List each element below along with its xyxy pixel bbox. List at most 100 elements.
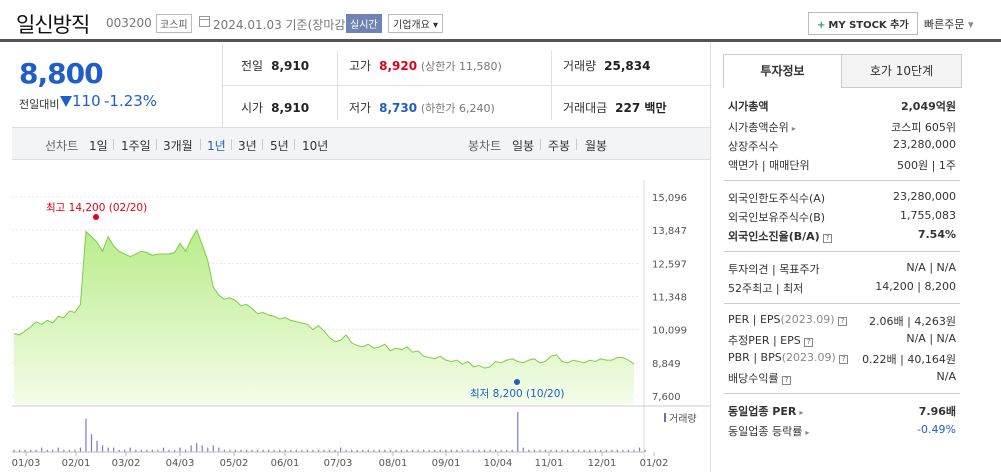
- help-icon[interactable]: ?: [804, 338, 814, 347]
- x-tick-label: 09/01: [432, 458, 461, 469]
- par-row: 액면가 | 매매단위 500원 | 1주: [728, 159, 956, 172]
- volume-bar: [52, 449, 54, 452]
- help-icon[interactable]: ?: [839, 355, 849, 364]
- help-icon[interactable]: ?: [838, 317, 848, 326]
- volume-bar: [351, 449, 353, 452]
- volume-legend-swatch: [664, 413, 666, 422]
- candle-daily[interactable]: 일봉: [512, 139, 535, 153]
- volume-bar: [140, 449, 142, 452]
- period-3m[interactable]: 3개월: [163, 139, 193, 153]
- period-10y[interactable]: 10년: [302, 139, 329, 153]
- divider: [294, 139, 295, 150]
- volume-bar: [24, 449, 26, 452]
- volume-bar: [605, 449, 607, 452]
- realtime-button[interactable]: 실시간: [346, 14, 382, 33]
- target-value: N/A: [936, 261, 956, 274]
- chevron-right-icon[interactable]: ▸: [805, 428, 810, 437]
- volume-legend-label: 거래량: [669, 413, 697, 425]
- current-price: 8,800: [19, 57, 104, 90]
- volume-bar: [57, 447, 59, 452]
- industry-rate-label: 동일업종 등락률: [728, 425, 803, 438]
- volume-bar: [378, 449, 380, 452]
- company-overview-dropdown[interactable]: 기업개요 ▾: [388, 14, 444, 33]
- chevron-right-icon[interactable]: ▸: [799, 408, 804, 417]
- volume-bar: [146, 449, 148, 452]
- price-chart[interactable]: 최고 14,200 (02/20) 최저 8,200 (10/20) 15,096…: [12, 160, 710, 472]
- stock-name: 일신방직: [16, 13, 90, 37]
- foreign-ratio-value: 7.54%: [917, 228, 956, 241]
- chevron-right-icon[interactable]: ▸: [791, 124, 796, 133]
- help-icon[interactable]: ?: [782, 376, 792, 385]
- tab-orderbook[interactable]: 호가 10단계: [841, 54, 962, 88]
- foreign-ratio-label: 외국인소진율(B/A): [728, 230, 820, 243]
- volume-bar: [223, 449, 225, 452]
- divider: [724, 251, 960, 252]
- volume-bar: [118, 449, 120, 452]
- volume-bar: [472, 449, 475, 452]
- low-marker: [514, 379, 520, 385]
- volume-bar: [445, 449, 447, 452]
- high-price: 고가 8,920 (상한가 11,580): [349, 57, 502, 74]
- volume-bar: [434, 449, 436, 452]
- foreign-limit-label: 외국인한도주식수(A): [728, 192, 826, 205]
- 52week-row: 52주최고 | 최저 14,200 | 8,200: [728, 280, 956, 295]
- industry-rate-row: 동일업종 등락률 ▸ -0.49%: [728, 423, 956, 439]
- low-value: 8,730: [379, 101, 418, 115]
- x-tick-label: 04/03: [166, 458, 195, 469]
- open-price: 시가 8,910: [241, 99, 309, 116]
- eps-label: EPS: [759, 313, 781, 326]
- period-1w[interactable]: 1주일: [121, 139, 151, 153]
- volume-bar: [185, 449, 187, 452]
- my-stock-add-button[interactable]: + MY STOCK 추가: [808, 12, 918, 35]
- volume-bar: [428, 449, 430, 452]
- volume-bar: [572, 449, 574, 452]
- candle-monthly[interactable]: 월봉: [585, 139, 608, 153]
- period-1d[interactable]: 1일: [89, 139, 108, 153]
- high-label: 최고 14,200 (02/20): [46, 202, 147, 214]
- trade-unit-value: 1주: [938, 159, 956, 172]
- volume-bar: [561, 449, 563, 452]
- help-icon[interactable]: ?: [823, 234, 833, 243]
- volume-bar: [517, 412, 519, 452]
- volume-bar: [395, 449, 397, 452]
- price-change-value: 110: [72, 92, 101, 110]
- volume-bar: [373, 449, 375, 452]
- candle-weekly[interactable]: 주봉: [548, 139, 571, 153]
- low52-label: 최저: [783, 282, 804, 295]
- industry-per-label: 동일업종 PER: [728, 405, 797, 418]
- volume-bar: [301, 449, 303, 452]
- volume-bar: [627, 449, 630, 452]
- volume-bar: [583, 449, 585, 452]
- volume-bar: [157, 449, 159, 452]
- per-year: (2023.09): [780, 313, 835, 326]
- period-1y[interactable]: 1년: [207, 139, 226, 153]
- company-overview-label: 기업개요: [393, 20, 430, 31]
- volume-bar: [450, 449, 452, 452]
- x-tick-label: 12/01: [588, 458, 617, 469]
- volume-bar: [616, 449, 618, 452]
- volume-bar: [483, 449, 486, 452]
- volume-bar: [644, 449, 646, 452]
- line-chart-label: 선차트: [45, 139, 79, 153]
- prev-close-value: 8,910: [271, 59, 310, 73]
- volume-bar: [13, 449, 15, 452]
- chevron-down-icon: ▾: [967, 18, 974, 31]
- volume-bar: [273, 449, 275, 452]
- volume-bar: [234, 449, 237, 452]
- opinion-value: N/A: [906, 261, 926, 274]
- volume-bar: [461, 449, 463, 452]
- period-3y[interactable]: 3년: [238, 139, 257, 153]
- dividend-label: 배당수익률: [728, 372, 779, 385]
- quick-order-button[interactable]: 빠른주문 ▾: [924, 16, 974, 32]
- foreign-ratio-row: 외국인소진율(B/A) ? 7.54%: [728, 228, 956, 244]
- volume-bar: [74, 449, 76, 452]
- chart-period-bar: 선차트 1일 1주일 3개월 1년 3년 5년 10년 봉차트 일봉 주봉 월봉: [12, 127, 710, 160]
- period-5y[interactable]: 5년: [270, 139, 289, 153]
- market-cap-rank-value: 코스피 605위: [891, 121, 956, 134]
- plus-icon: +: [817, 20, 826, 31]
- eps-value: 4,263원: [914, 315, 956, 328]
- volume-bar: [389, 449, 392, 452]
- volume-bar: [589, 449, 591, 452]
- volume-bar: [555, 449, 558, 452]
- tab-investment-info[interactable]: 투자정보: [723, 54, 842, 88]
